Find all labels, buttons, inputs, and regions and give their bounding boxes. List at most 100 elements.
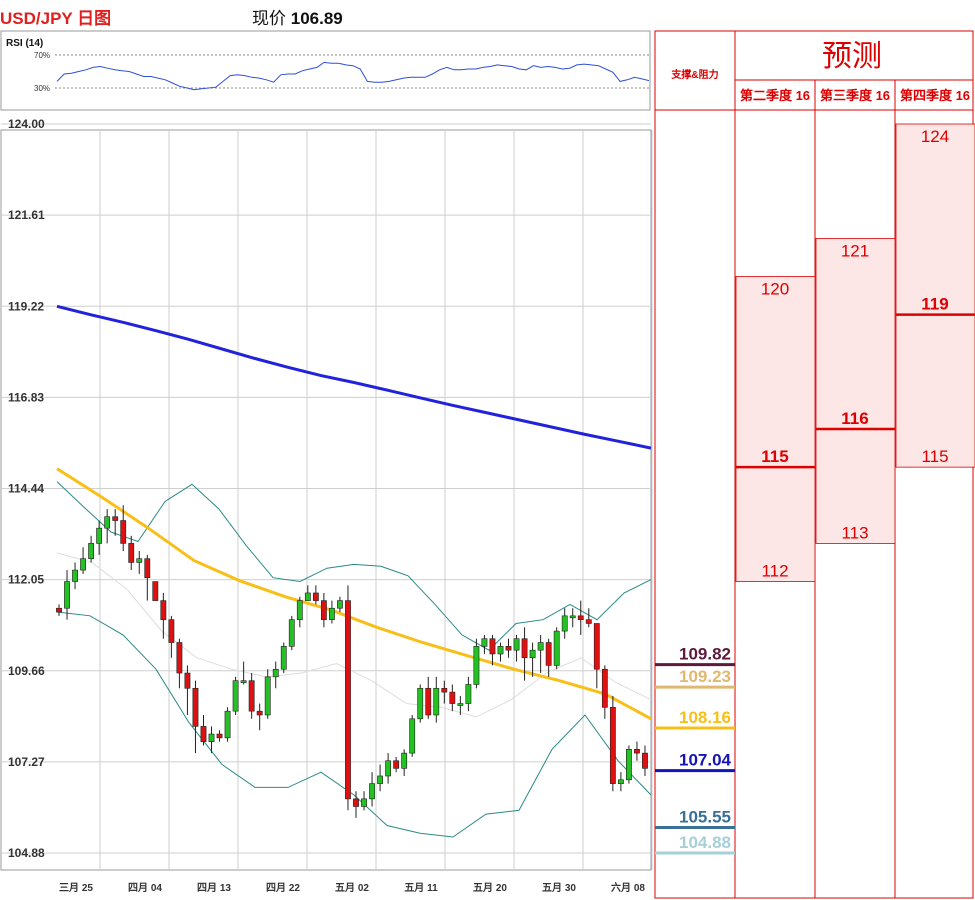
candle-body (345, 600, 351, 800)
candle-body (296, 600, 303, 620)
candle (176, 638, 183, 689)
sr-level-value: 108.16 (679, 708, 731, 727)
candle-body (264, 676, 271, 716)
candle (569, 608, 576, 628)
rsi-label: RSI (14) (6, 38, 43, 49)
support-resistance-levels: 109.82 109.23 108.16 107.04 105.55 104.88 (655, 645, 735, 855)
candle (385, 753, 392, 784)
x-tick-label: 四月 04 (128, 882, 162, 894)
current-price-value: 106.89 (290, 9, 343, 28)
candle-body (433, 687, 440, 716)
x-tick-label: 四月 13 (197, 882, 231, 894)
forecast-high: 124 (921, 127, 949, 146)
candle-body (642, 752, 648, 769)
candle (232, 676, 239, 715)
candle-body (128, 543, 135, 563)
candle (56, 604, 62, 616)
candle (280, 642, 287, 674)
candle (337, 596, 343, 613)
x-tick-label: 五月 20 (473, 882, 507, 894)
candle (264, 669, 271, 719)
candle-body (385, 760, 392, 777)
candle (561, 608, 568, 639)
y-tick-label: 114.44 (8, 482, 44, 496)
candle-body (288, 619, 295, 647)
candle (104, 509, 111, 544)
candle-body (449, 691, 456, 704)
candle (513, 634, 520, 662)
candle-body (617, 779, 624, 784)
candle-body (320, 600, 327, 620)
sr-level-value: 105.55 (679, 807, 731, 826)
candle-body (200, 726, 207, 742)
bollinger-upper (56, 481, 652, 651)
candle-body (417, 687, 424, 720)
candle (473, 638, 480, 689)
candle-body (256, 710, 263, 716)
candle-body (473, 646, 480, 685)
candle (80, 547, 86, 574)
candle-body (561, 615, 568, 632)
rsi-line (56, 61, 650, 91)
candle-body (634, 748, 640, 754)
candle (192, 680, 199, 754)
candle (160, 592, 167, 639)
candle-body (593, 623, 600, 670)
sr-level-value: 109.23 (679, 667, 731, 686)
candle-body (329, 607, 335, 620)
candle (96, 520, 103, 555)
candle (64, 570, 70, 620)
bollinger-middle (56, 552, 652, 718)
forecast-low: 115 (921, 447, 948, 466)
x-tick-label: 三月 25 (59, 882, 93, 894)
forecast-columns: 第二季度 16 120 115 112 第三季度 16 121 116 113 第四季度 16 1… (735, 88, 975, 582)
candle (417, 684, 424, 723)
candle-body (104, 516, 111, 529)
ma50-line (56, 467, 652, 721)
candle-body (184, 672, 191, 689)
candle-body (80, 558, 86, 571)
candle-body (64, 581, 70, 609)
candle-body (144, 558, 151, 579)
candle-body (401, 752, 408, 769)
candle-body (112, 516, 119, 521)
candle-body (240, 680, 247, 683)
y-tick-label: 109.66 (8, 664, 45, 678)
y-tick-label: 104.88 (8, 846, 45, 860)
forecast-mid: 115 (761, 447, 788, 466)
candle-body (160, 600, 167, 620)
candle (521, 627, 528, 681)
y-tick-label: 124.00 (8, 117, 45, 131)
bollinger-lower (56, 611, 652, 838)
candle-body (72, 569, 78, 582)
candle (505, 638, 512, 658)
candle-body (529, 649, 536, 659)
y-tick-label: 121.61 (8, 208, 45, 222)
forecast-mid: 119 (921, 295, 948, 314)
candle (529, 642, 536, 677)
candle-body (441, 687, 448, 693)
candle-body (497, 646, 504, 655)
candle-body (272, 668, 279, 678)
y-tick-label: 107.27 (8, 755, 45, 769)
y-tick-label: 119.22 (8, 299, 44, 313)
y-tick-label: 116.83 (8, 390, 44, 404)
candle (320, 592, 327, 628)
candle (128, 535, 135, 571)
candle-body (120, 520, 127, 544)
candle (288, 615, 295, 651)
candle (120, 505, 127, 552)
sr-level-value: 107.04 (679, 751, 732, 770)
current-price-label: 现价 (252, 9, 286, 28)
candle-body (553, 630, 560, 666)
candle-body (393, 760, 400, 769)
candle (144, 554, 151, 601)
rsi-levels: 70% 30% (34, 51, 649, 93)
x-tick-label: 五月 02 (335, 882, 369, 894)
candle (401, 749, 408, 776)
candle-body (337, 600, 343, 609)
rsi-level-label: 30% (34, 84, 50, 93)
candle (272, 661, 279, 689)
candle-body (577, 615, 584, 620)
